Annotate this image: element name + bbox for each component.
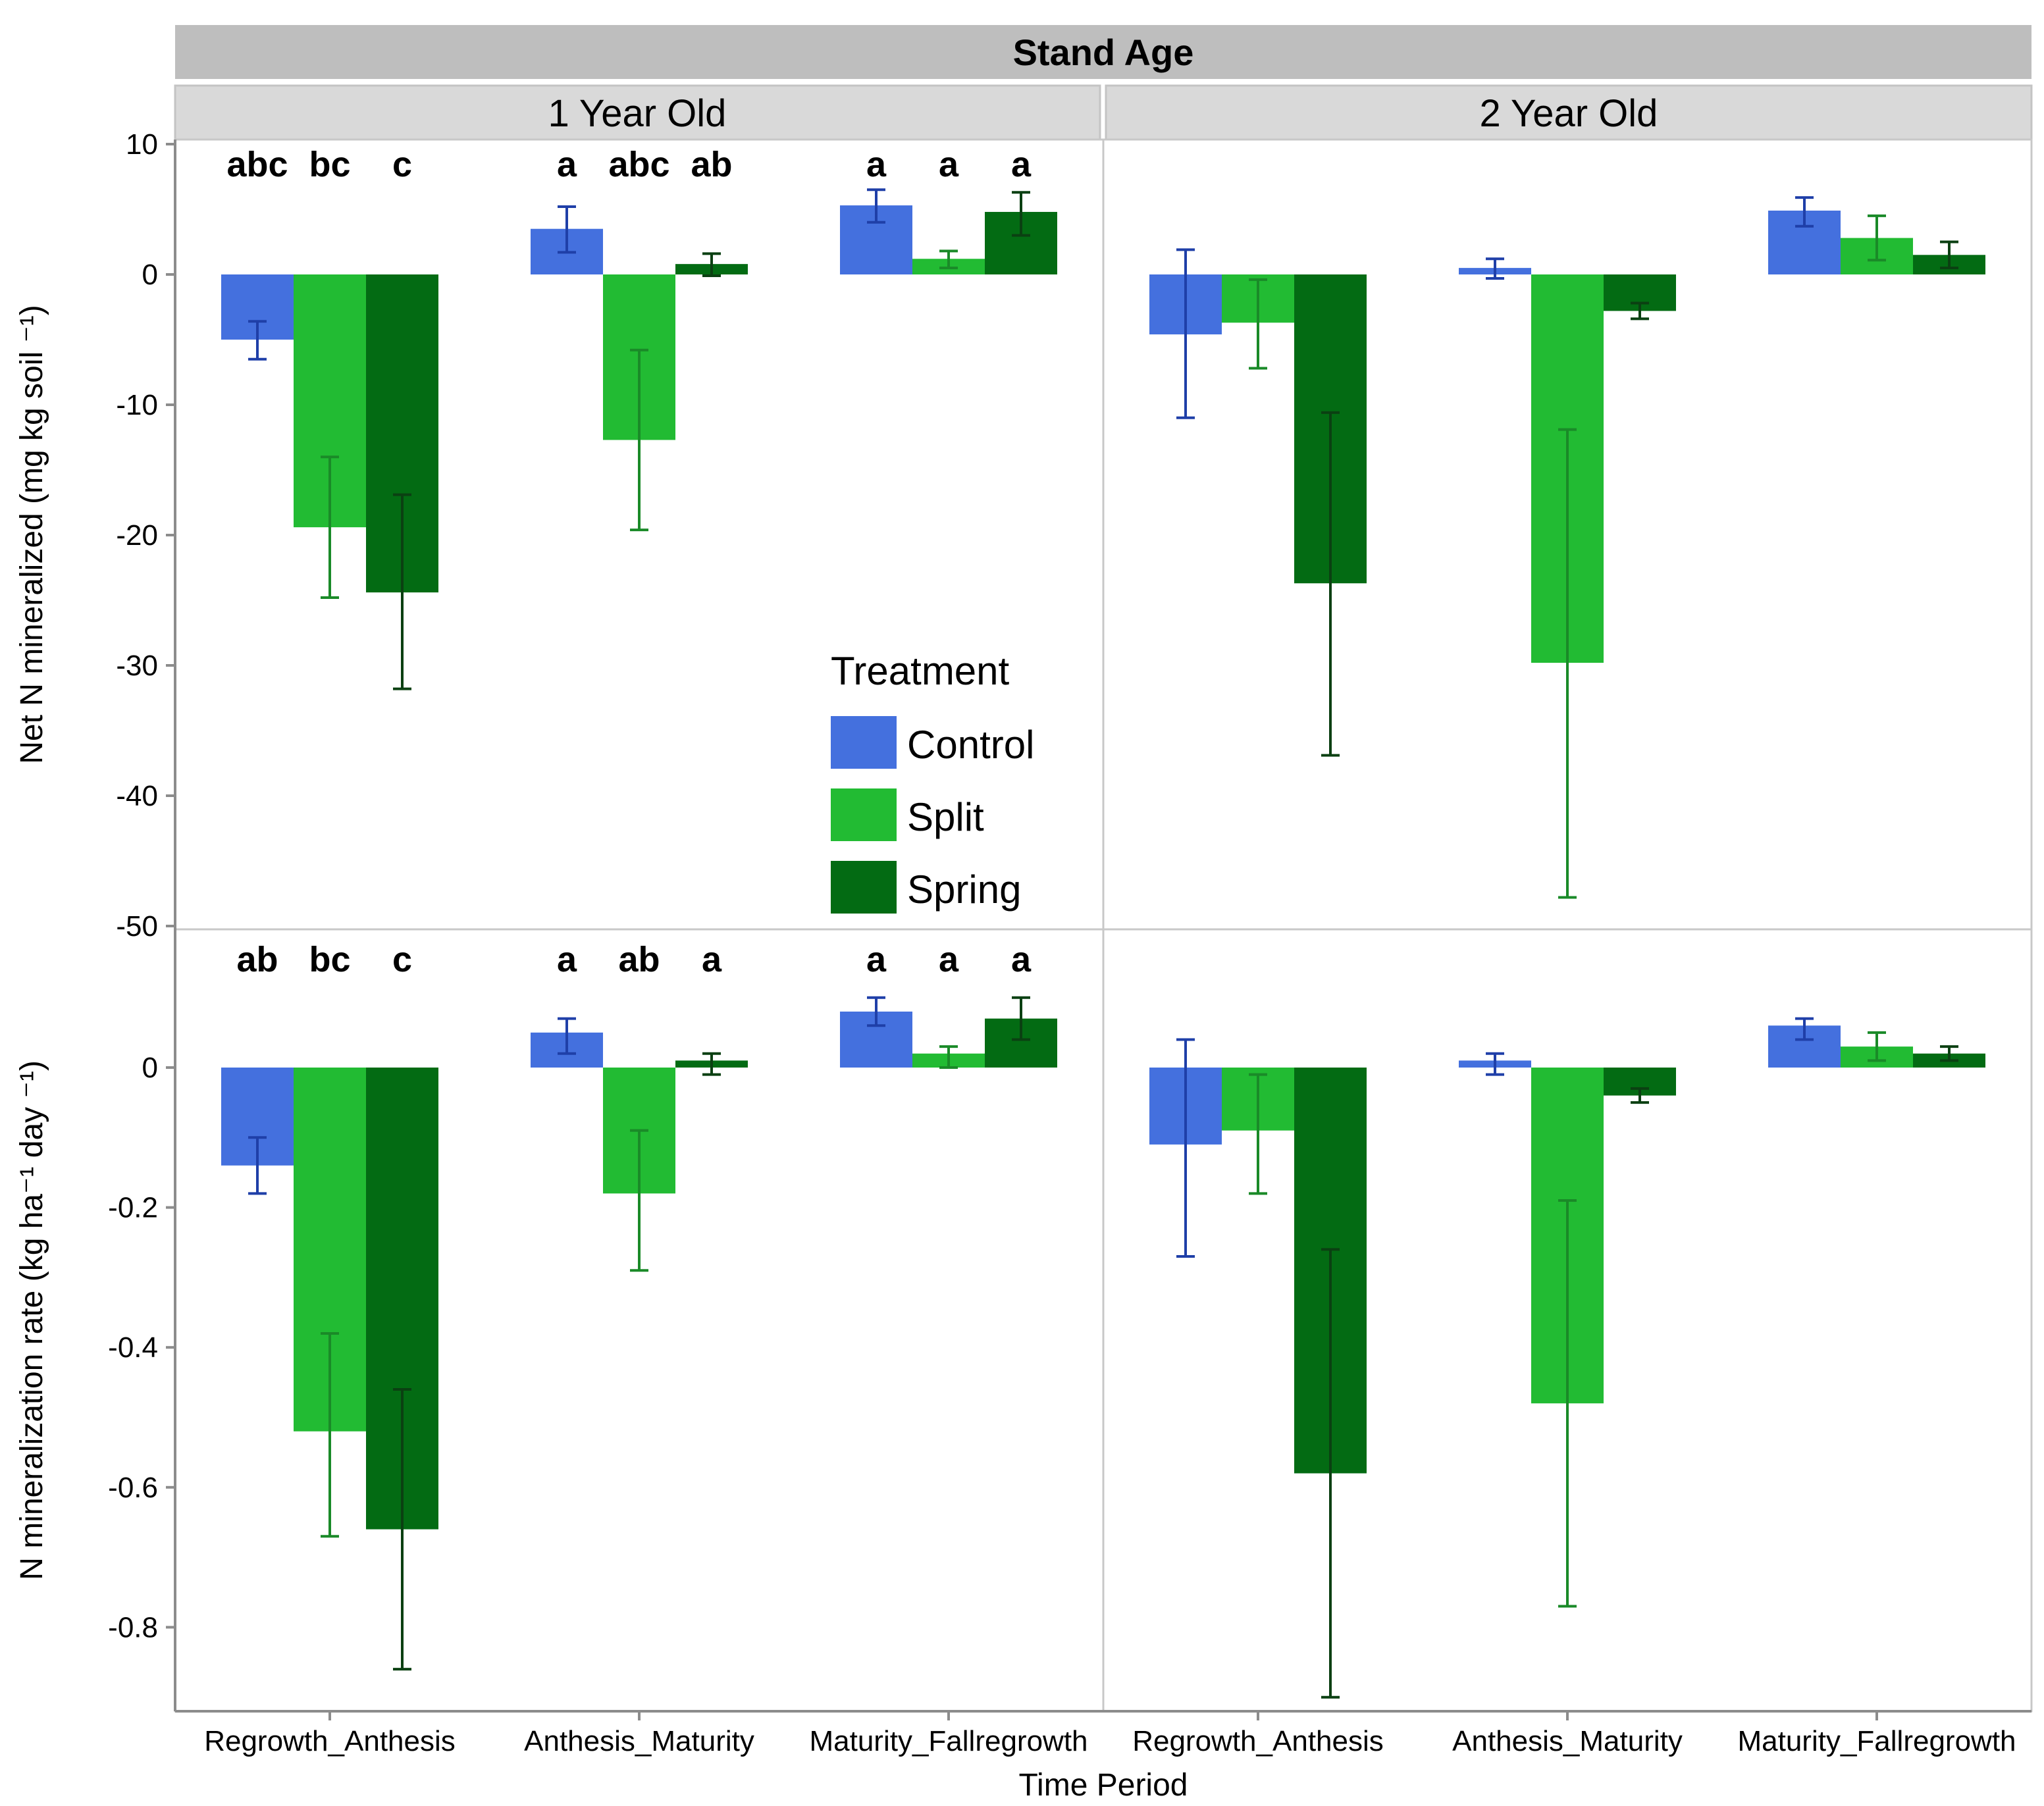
y-tick-label: -0.2 xyxy=(108,1192,158,1224)
significance-letter: a xyxy=(557,940,577,979)
legend-swatch-spring xyxy=(831,861,897,914)
significance-letter: ab xyxy=(618,940,660,979)
column-strip-1-label: 1 Year Old xyxy=(548,92,727,135)
column-strip-2-label: 2 Year Old xyxy=(1480,92,1658,135)
legend-title: Treatment xyxy=(831,649,1010,693)
significance-letter: a xyxy=(939,145,959,184)
y-tick-label: -40 xyxy=(116,780,158,812)
significance-letter: a xyxy=(939,940,959,979)
significance-letter: abc xyxy=(608,145,669,184)
column-strip-1 xyxy=(174,84,1101,141)
y-tick-label: 10 xyxy=(126,128,158,161)
significance-letter: ab xyxy=(691,145,732,184)
y-tick-label: -20 xyxy=(116,519,158,552)
y-tick-label: -0.6 xyxy=(108,1472,158,1504)
legend-label-control: Control xyxy=(907,723,1034,767)
x-axis-title: Time Period xyxy=(1019,1768,1188,1803)
y-tick-label: -30 xyxy=(116,650,158,682)
significance-letter: bc xyxy=(309,940,350,979)
significance-letter: a xyxy=(1011,940,1032,979)
y-tick-label: -0.4 xyxy=(108,1331,158,1364)
significance-letter: c xyxy=(392,145,412,184)
y-axis-title-top: Net N mineralized (mg kg soil ⁻¹) xyxy=(14,305,49,764)
legend-swatch-split xyxy=(831,788,897,841)
y-tick-label: 0 xyxy=(142,1052,158,1084)
legend-label-split: Split xyxy=(907,795,984,839)
significance-letter: a xyxy=(866,940,887,979)
stand-age-strip xyxy=(175,25,2031,79)
legend-label-spring: Spring xyxy=(907,867,1021,912)
significance-letter: a xyxy=(866,145,887,184)
x-tick-label: Regrowth_Anthesis xyxy=(204,1725,456,1757)
significance-letter: abc xyxy=(226,145,288,184)
stand-age-strip-label: Stand Age xyxy=(1013,32,1194,73)
y-axis-title-bottom: N mineralization rate (kg ha⁻¹ day ⁻¹) xyxy=(14,1060,49,1580)
y-tick-label: -10 xyxy=(116,389,158,421)
x-tick-label: Regrowth_Anthesis xyxy=(1132,1725,1384,1757)
y-tick-label: 0 xyxy=(142,259,158,291)
legend-swatch-control xyxy=(831,716,897,769)
x-tick-label: Anthesis_Maturity xyxy=(1452,1725,1683,1757)
significance-letter: c xyxy=(392,940,412,979)
significance-letter: a xyxy=(702,940,722,979)
significance-letter: a xyxy=(1011,145,1032,184)
significance-letter: ab xyxy=(236,940,278,979)
significance-letter: a xyxy=(557,145,577,184)
y-tick-label: -0.8 xyxy=(108,1611,158,1643)
x-tick-label: Maturity_Fallregrowth xyxy=(1737,1725,2016,1757)
significance-letter: bc xyxy=(309,145,350,184)
column-strip-2 xyxy=(1105,84,2033,141)
y-tick-label: -50 xyxy=(116,910,158,942)
x-tick-label: Maturity_Fallregrowth xyxy=(809,1725,1088,1757)
x-tick-label: Anthesis_Maturity xyxy=(524,1725,754,1757)
legend: Treatment Control Split Spring xyxy=(831,649,1034,914)
